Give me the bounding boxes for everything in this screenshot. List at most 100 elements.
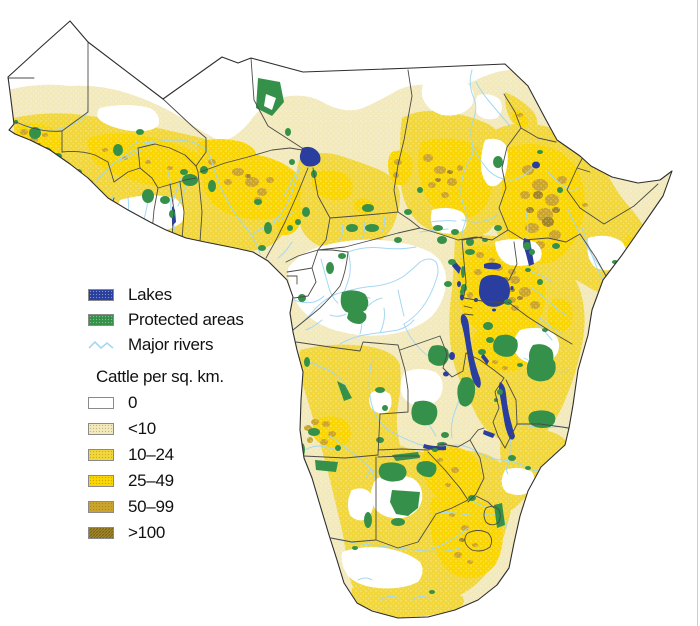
- major-rivers-label: Major rivers: [128, 334, 214, 354]
- country-border: [265, 167, 309, 259]
- lake-rukwa: [481, 353, 489, 365]
- country-border: [399, 335, 467, 378]
- river-jubba: [581, 227, 605, 283]
- density-class-row: 10–24: [88, 442, 258, 468]
- protected-areas-label: Protected areas: [128, 309, 244, 329]
- country-border: [157, 177, 197, 189]
- country-border: [15, 121, 63, 132]
- country-border: [330, 537, 377, 543]
- lake-tanganyika: [460, 314, 481, 388]
- density-swatch-5: [88, 527, 114, 539]
- lakes-swatch: [88, 288, 114, 301]
- country-border: [492, 377, 506, 449]
- country-border: [566, 167, 659, 225]
- country-border: [377, 448, 429, 458]
- river-zambezi: [368, 359, 541, 472]
- major-rivers-line-icon: [88, 340, 114, 349]
- country-border: [295, 341, 399, 352]
- density-class-row: 25–49: [88, 468, 258, 494]
- country-border: [250, 57, 303, 149]
- lake-kivu: [460, 293, 464, 301]
- density-label-5: >100: [128, 523, 166, 542]
- river-shire: [506, 437, 512, 475]
- country-border: [312, 167, 399, 219]
- country-border: [286, 267, 317, 299]
- lakes-label: Lakes: [128, 284, 172, 304]
- lake-kyoga: [484, 262, 502, 270]
- river-awash: [547, 171, 579, 191]
- lesotho-border: [464, 530, 493, 552]
- country-border: [15, 157, 41, 173]
- country-border: [292, 249, 349, 331]
- legend-item-protected-areas: Protected areas: [88, 307, 258, 332]
- country-border: [465, 352, 505, 379]
- lake-tana: [532, 161, 540, 169]
- country-border: [498, 127, 522, 231]
- lake-mweru: [449, 352, 455, 360]
- density-label-2: 10–24: [128, 445, 174, 464]
- density-class-row: >100: [88, 520, 258, 546]
- country-border: [113, 167, 159, 233]
- country-border: [169, 171, 203, 243]
- country-border: [427, 451, 469, 515]
- river-omo: [525, 211, 529, 241]
- lake-victoria: [479, 274, 510, 307]
- density-legend-title: Cattle per sq. km.: [96, 367, 224, 386]
- density-swatch-4: [88, 501, 114, 513]
- country-border: [507, 301, 573, 345]
- country-border: [375, 456, 437, 549]
- country-border: [504, 379, 518, 449]
- lake-malawi: [499, 382, 515, 440]
- river-atbara: [475, 81, 511, 127]
- river-blue-nile: [471, 141, 535, 181]
- country-border: [162, 98, 207, 173]
- country-border: [507, 229, 607, 277]
- density-swatch-2: [88, 449, 114, 461]
- density-label-1: <10: [128, 419, 156, 438]
- country-border: [397, 211, 509, 241]
- lake-chad: [299, 146, 321, 167]
- river-okavango: [329, 435, 380, 480]
- density-class-row: 50–99: [88, 494, 258, 520]
- swaziland-border: [483, 505, 501, 526]
- river-niger: [94, 139, 261, 255]
- river-vaal: [431, 527, 469, 550]
- country-border: [137, 143, 197, 169]
- lake-cahora-bassa: [483, 430, 495, 438]
- protected-area: [390, 490, 420, 516]
- density-label-4: 50–99: [128, 497, 174, 516]
- country-border: [427, 427, 485, 451]
- map-legend: Lakes Protected areas Major rivers Cattl…: [88, 282, 258, 546]
- density-swatch-0: [88, 397, 114, 409]
- density-swatch-3: [88, 475, 114, 487]
- country-border: [317, 227, 421, 251]
- river-nile: [460, 69, 477, 259]
- country-border: [303, 454, 379, 459]
- protected-areas-swatch: [88, 313, 114, 326]
- country-border: [516, 423, 575, 430]
- density-swatch-1: [88, 423, 114, 435]
- density-label-0: 0: [128, 393, 138, 412]
- country-border: [61, 150, 115, 183]
- river-orange: [330, 537, 461, 553]
- river-limpopo: [429, 512, 507, 529]
- lake-edward: [457, 281, 461, 287]
- country-border: [61, 42, 89, 132]
- country-border: [393, 69, 413, 213]
- river-chari: [271, 165, 301, 223]
- density-label-3: 25–49: [128, 471, 174, 490]
- country-border: [199, 147, 303, 173]
- country-border: [463, 297, 507, 316]
- borders-layer: [8, 42, 659, 552]
- legend-item-major-rivers: Major rivers: [88, 332, 258, 357]
- river-ubangi: [343, 251, 351, 293]
- country-border: [508, 241, 518, 281]
- country-border: [377, 344, 409, 456]
- country-border: [467, 439, 485, 503]
- density-class-row: <10: [88, 416, 258, 442]
- country-border: [461, 236, 483, 297]
- density-class-row: 0: [88, 390, 258, 416]
- country-border: [311, 249, 319, 269]
